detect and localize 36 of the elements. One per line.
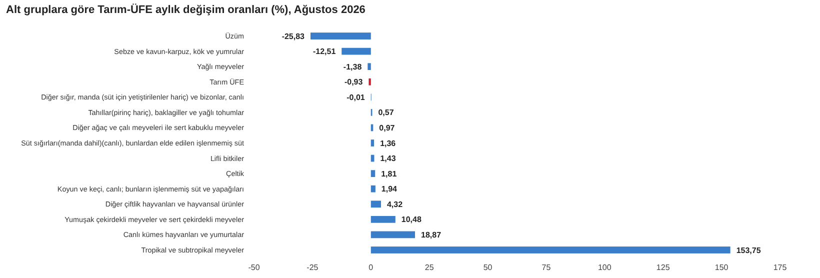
data-label: 10,48 [401, 215, 422, 224]
x-tick-label: 100 [598, 263, 612, 272]
data-label: -1,38 [343, 62, 362, 72]
bar [370, 200, 381, 208]
bar [370, 216, 396, 223]
data-label: 1,81 [381, 169, 398, 178]
data-label: 1,43 [380, 154, 396, 164]
bar [342, 48, 371, 55]
x-tick-label: 50 [483, 263, 493, 272]
bar [310, 32, 371, 40]
x-tick-label: 150 [714, 263, 729, 272]
bar [370, 246, 730, 254]
bar [368, 63, 371, 70]
x-tick-label: 175 [773, 263, 788, 272]
x-tick-label: 125 [656, 263, 670, 272]
x-tick-label: -25 [306, 263, 319, 272]
x-tick-label: 25 [424, 263, 434, 272]
bar [370, 185, 376, 192]
bar [370, 170, 376, 178]
data-label: 1,94 [381, 184, 398, 194]
x-tick-label: 0 [368, 263, 374, 272]
data-label: 0,57 [378, 108, 394, 118]
x-tick-label: 75 [542, 263, 552, 272]
data-label: 4,32 [386, 200, 404, 209]
data-label: -25,83 [282, 32, 306, 41]
data-label: 1,36 [380, 138, 396, 148]
bar [370, 140, 374, 146]
data-label: 18,87 [421, 230, 442, 240]
data-label: -0,01 [346, 92, 366, 102]
data-label: 0,97 [379, 124, 396, 133]
x-tick-label: -50 [248, 263, 260, 272]
bar [370, 231, 416, 238]
data-label: -12,51 [312, 47, 336, 56]
data-label: -0,93 [344, 78, 364, 87]
chart-title: Alt gruplara göre Tarım-ÜFE aylık değişim oranları (%), Ağustos 2026 [6, 3, 366, 16]
data-label: 153,75 [736, 246, 762, 255]
